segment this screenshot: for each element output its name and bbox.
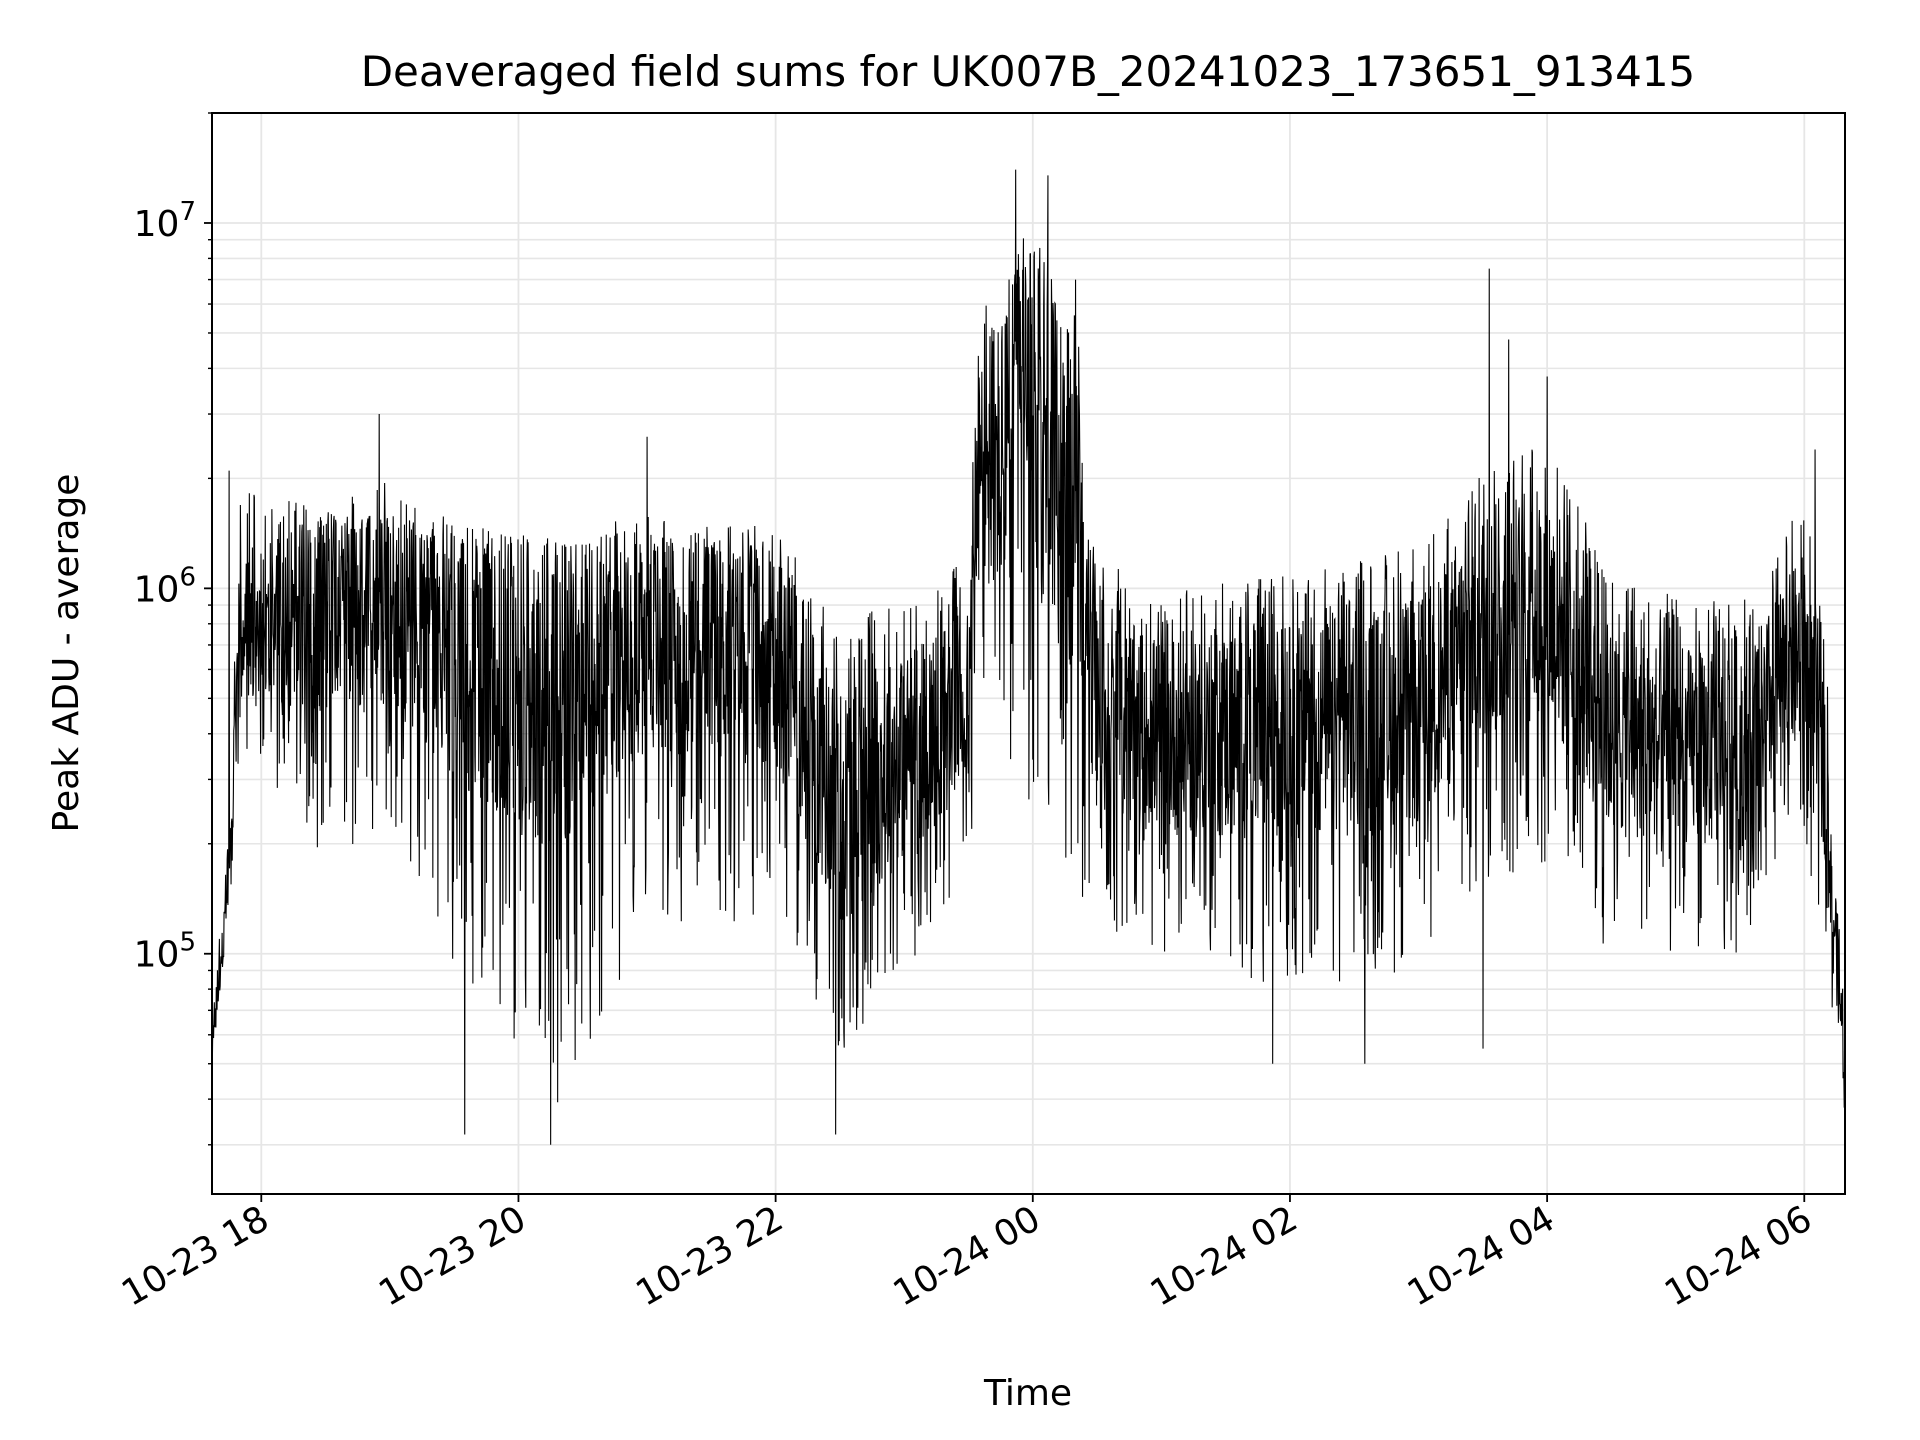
plot-area	[212, 169, 1845, 1145]
y-axis-label: Peak ADU - average	[46, 474, 87, 833]
chart-title: Deaveraged field sums for UK007B_2024102…	[361, 47, 1696, 96]
y-tick-label: 106	[134, 562, 196, 610]
x-axis-label: Time	[983, 1373, 1072, 1414]
y-tick-label: 107	[134, 197, 196, 245]
y-tick-label: 105	[134, 928, 196, 976]
series-line	[212, 169, 1845, 1145]
plot-frame	[211, 112, 1846, 1195]
